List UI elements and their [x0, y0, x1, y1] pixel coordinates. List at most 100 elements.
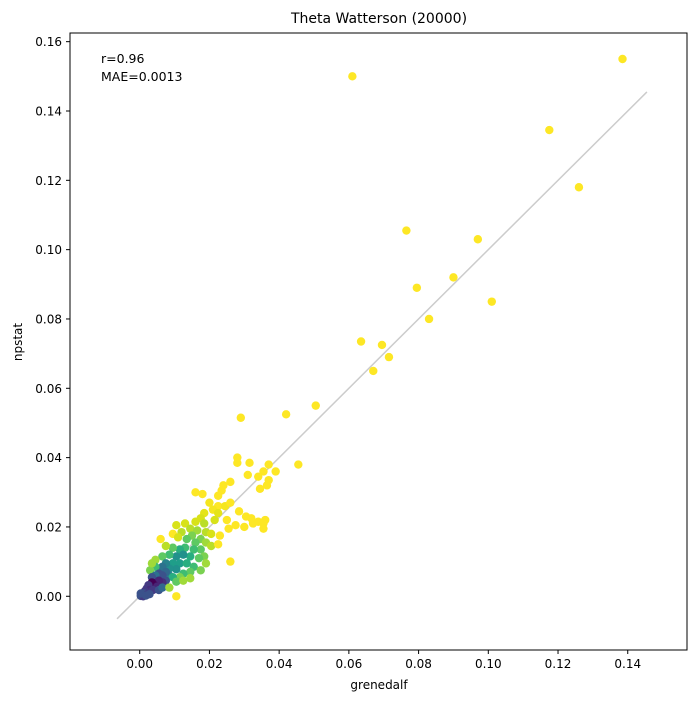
data-point — [473, 235, 483, 244]
x-tick-label: 0.04 — [266, 657, 293, 671]
data-point — [147, 559, 157, 568]
data-point — [264, 460, 273, 469]
y-axis-ticks: 0.00 0.02 0.04 0.06 0.08 0.10 0.12 0.14 0.16 — [35, 35, 70, 604]
data-point — [254, 472, 263, 481]
data-point — [618, 54, 627, 64]
data-point — [574, 183, 584, 192]
data-point — [168, 543, 178, 552]
data-point — [487, 297, 496, 306]
x-tick-label: 0.14 — [614, 657, 641, 671]
data-point — [402, 226, 411, 235]
data-point — [145, 566, 155, 575]
data-point — [165, 550, 174, 559]
data-point — [158, 552, 167, 561]
data-point — [215, 531, 225, 540]
data-point — [179, 550, 188, 559]
data-point — [172, 521, 181, 530]
data-point — [259, 524, 268, 533]
data-point — [226, 557, 235, 566]
data-point — [243, 470, 252, 480]
data-point — [449, 273, 458, 282]
data-point — [198, 489, 207, 499]
data-point — [222, 515, 232, 525]
data-point — [186, 552, 195, 561]
data-point — [180, 519, 190, 528]
plot-area — [116, 54, 648, 620]
data-point — [173, 533, 183, 542]
data-point — [191, 538, 200, 547]
x-axis-label: grenedalf — [350, 678, 408, 692]
axes-frame — [69, 32, 688, 651]
data-point — [356, 337, 366, 346]
data-point — [179, 576, 188, 585]
annotation-mae: MAE=0.0013 — [101, 69, 182, 84]
data-point — [311, 401, 320, 410]
x-tick-label: 0.02 — [196, 657, 223, 671]
data-point — [182, 534, 191, 544]
data-point — [145, 589, 154, 599]
data-point — [545, 125, 554, 135]
data-point — [226, 477, 235, 487]
y-tick-label: 0.14 — [35, 104, 62, 118]
data-point — [213, 491, 223, 500]
data-point — [384, 352, 394, 362]
data-point — [213, 508, 223, 518]
data-point — [156, 534, 165, 544]
data-point — [189, 545, 198, 554]
data-point — [213, 540, 223, 549]
data-point — [205, 498, 214, 507]
x-tick-label: 0.12 — [545, 657, 572, 671]
data-point — [172, 552, 181, 561]
data-point — [201, 559, 211, 568]
data-point — [369, 366, 378, 376]
data-point — [234, 507, 244, 516]
x-tick-label: 0.10 — [475, 657, 502, 671]
y-tick-label: 0.02 — [35, 520, 62, 534]
annotation-r: r=0.96 — [101, 51, 144, 66]
data-point — [186, 574, 195, 583]
y-tick-label: 0.04 — [35, 451, 62, 465]
data-point — [412, 283, 422, 292]
data-point — [377, 340, 387, 350]
data-point — [158, 583, 167, 592]
data-point — [348, 72, 357, 81]
data-point — [240, 522, 249, 532]
x-axis-ticks: 0.00 0.02 0.04 0.06 0.08 0.10 0.12 0.14 — [126, 650, 641, 671]
data-point — [186, 524, 195, 533]
data-point — [424, 314, 434, 324]
data-point — [200, 519, 209, 528]
data-point — [186, 567, 195, 577]
data-point — [196, 545, 205, 554]
data-point — [271, 467, 280, 476]
data-point — [294, 460, 303, 469]
data-point — [182, 559, 191, 568]
y-tick-label: 0.00 — [35, 590, 62, 604]
data-point — [194, 553, 204, 563]
data-point — [210, 515, 219, 525]
data-point — [226, 498, 235, 507]
data-point — [236, 413, 246, 422]
x-tick-label: 0.00 — [126, 657, 153, 671]
chart-title: Theta Watterson (20000) — [290, 11, 467, 27]
y-tick-label: 0.08 — [35, 312, 62, 326]
data-point — [206, 541, 216, 551]
data-point — [233, 458, 242, 468]
data-point — [245, 458, 254, 468]
data-point — [161, 541, 171, 551]
y-tick-label: 0.12 — [35, 174, 62, 188]
data-point — [172, 565, 181, 574]
data-point — [165, 583, 174, 592]
data-point — [259, 467, 268, 476]
data-point — [224, 524, 233, 533]
data-point — [231, 521, 240, 530]
y-axis-label: npstat — [11, 323, 25, 362]
data-point — [262, 481, 272, 490]
data-point — [172, 577, 181, 586]
points-layer — [136, 54, 627, 601]
data-point — [172, 592, 181, 601]
data-point — [206, 529, 216, 539]
data-point — [196, 566, 205, 575]
data-point — [281, 410, 291, 419]
